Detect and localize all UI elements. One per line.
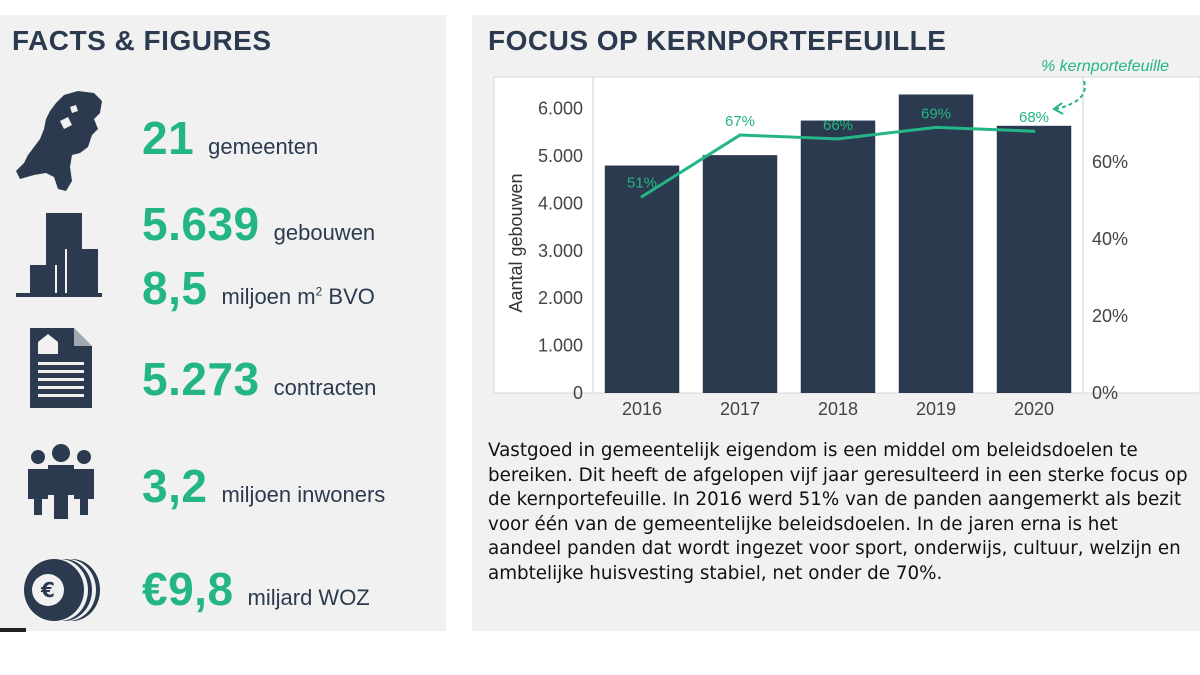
fact-number-contracten: 5.273 <box>142 353 260 405</box>
x-tick-label: 2018 <box>818 399 858 419</box>
fact-number-inwoners: 3,2 <box>142 460 208 512</box>
bar-2019 <box>898 94 974 393</box>
buildings-icon <box>16 213 102 297</box>
facts-figures-panel: FACTS & FIGURES 21 gemeenten 5.639 gebou… <box>0 15 446 631</box>
x-tick-label: 2019 <box>916 399 956 419</box>
bar-2016 <box>604 165 680 393</box>
y2-tick-label: 20% <box>1092 306 1128 326</box>
y-tick-label: 2.000 <box>538 288 583 308</box>
line-label-2016: 51% <box>627 175 657 192</box>
chart-description-text: Vastgoed in gemeentelijk eigendom is een… <box>488 440 1188 584</box>
y-tick-label: 0 <box>573 383 583 403</box>
line-point-2017 <box>738 133 742 137</box>
line-point-2018 <box>836 137 840 141</box>
chart-panel: FOCUS OP KERNPORTEFEUILLE 51% 67% 66% 69% 68… <box>472 15 1200 631</box>
y-tick-label: 3.000 <box>538 241 583 261</box>
netherlands-map-icon <box>16 91 102 191</box>
fact-unit-gemeenten: gemeenten <box>208 134 319 159</box>
line-series-annotation: % kernportefeuille <box>1041 58 1169 75</box>
fact-unit-bvo: miljoen m2 BVO <box>221 284 375 309</box>
chart-section-title: FOCUS OP KERNPORTEFEUILLE <box>488 25 947 56</box>
line-point-2016 <box>640 195 644 199</box>
line-label-2017: 67% <box>725 113 755 130</box>
y-tick-label: 4.000 <box>538 193 583 213</box>
people-group-icon <box>28 444 94 519</box>
corner-mark <box>0 628 26 632</box>
bar-line-chart: 51% 67% 66% 69% 68% 0 1.000 2.000 3.000 4.000 5.0… <box>493 58 1200 419</box>
y-tick-label: 5.000 <box>538 146 583 166</box>
bar-2020 <box>996 125 1072 393</box>
y-tick-label: 6.000 <box>538 99 583 119</box>
line-label-2019: 69% <box>921 105 951 122</box>
annotation-arrow <box>1055 80 1086 110</box>
line-point-2020 <box>1032 129 1036 133</box>
fact-number-gemeenten: 21 <box>142 112 195 164</box>
fact-unit-gebouwen: gebouwen <box>273 220 376 245</box>
fact-number-bvo: 8,5 <box>142 262 208 314</box>
fact-number-woz: €9,8 <box>142 563 234 615</box>
y2-tick-label: 0% <box>1092 383 1118 403</box>
fact-number-gebouwen: 5.639 <box>142 198 260 250</box>
x-tick-label: 2017 <box>720 399 760 419</box>
x-tick-label: 2020 <box>1014 399 1054 419</box>
line-label-2018: 66% <box>823 117 853 134</box>
fact-unit-inwoners: miljoen inwoners <box>221 482 386 507</box>
contract-document-icon <box>30 328 92 408</box>
annotation-arrowhead <box>1052 102 1064 115</box>
y-axis-title: Aantal gebouwen <box>506 173 526 312</box>
fact-unit-contracten: contracten <box>273 375 377 400</box>
y2-tick-label: 60% <box>1092 152 1128 172</box>
fact-unit-woz: miljard WOZ <box>247 585 370 610</box>
line-label-2020: 68% <box>1019 109 1049 126</box>
bar-2018 <box>800 120 876 394</box>
y-tick-label: 1.000 <box>538 336 583 356</box>
facts-figures-title: FACTS & FIGURES <box>12 25 272 56</box>
svg-text:€: € <box>40 578 55 602</box>
euro-coins-icon: € <box>24 559 100 621</box>
y2-tick-label: 40% <box>1092 229 1128 249</box>
bar-2017 <box>702 155 778 393</box>
x-tick-label: 2016 <box>622 399 662 419</box>
line-point-2019 <box>934 125 938 129</box>
